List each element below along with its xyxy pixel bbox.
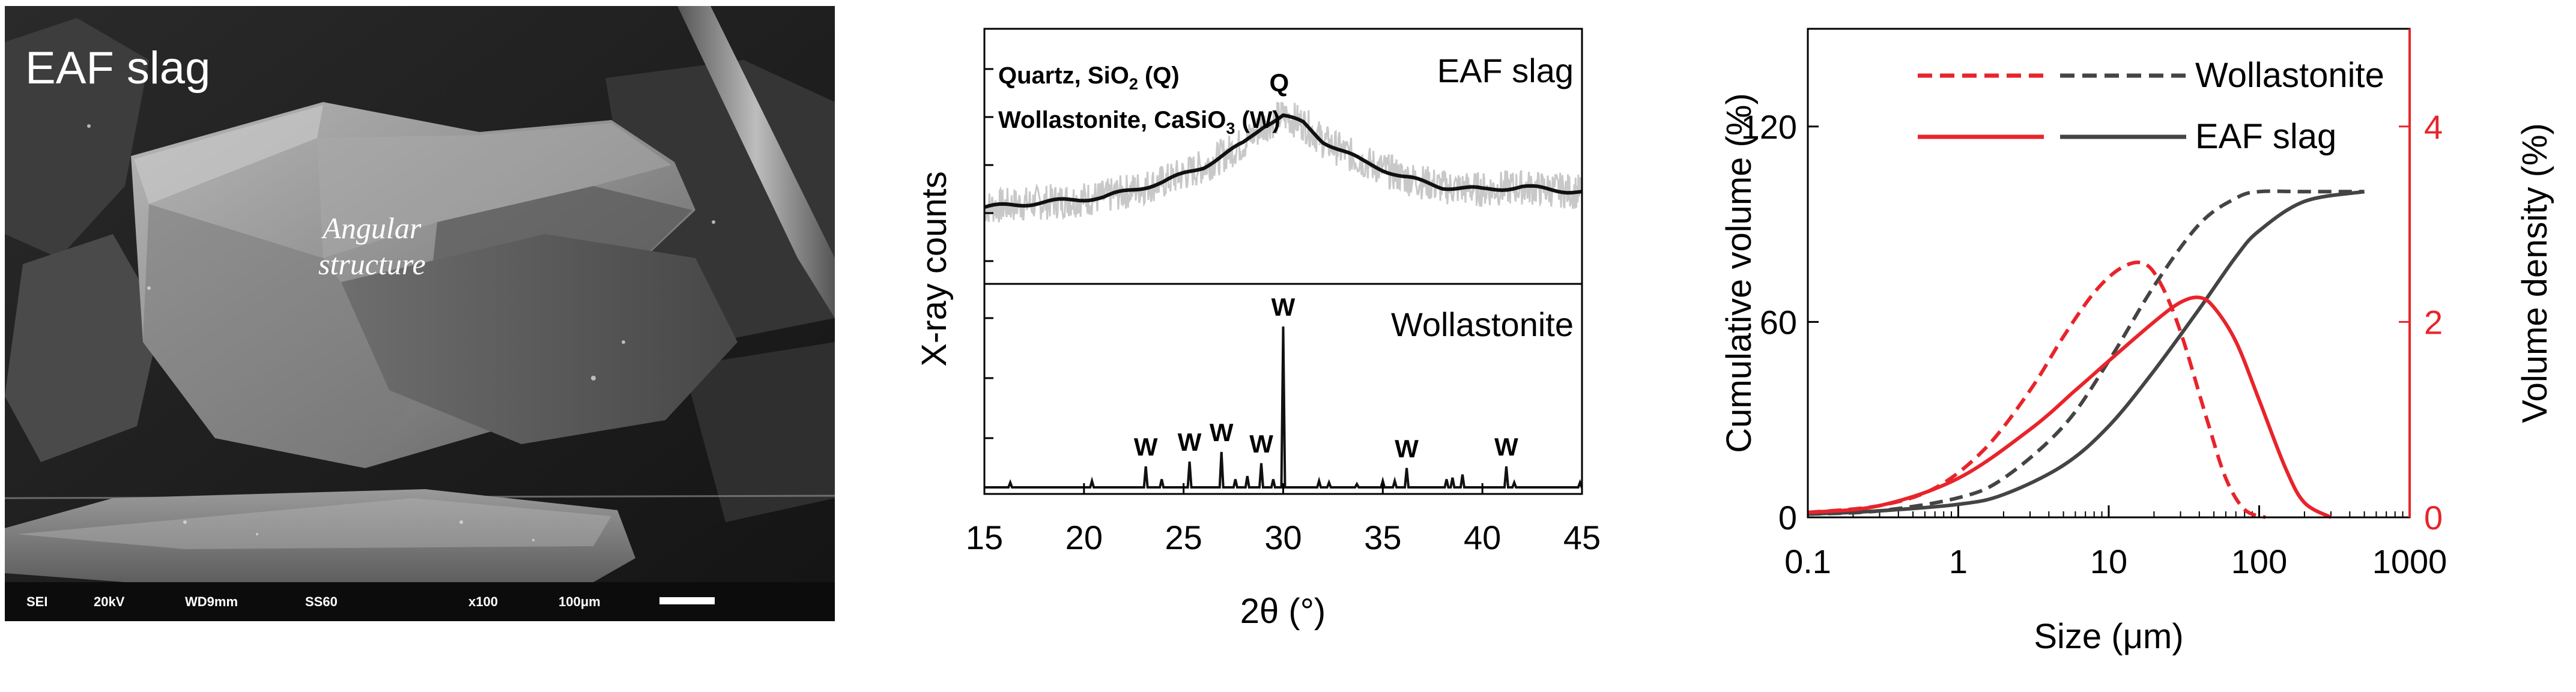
xrd-x-tick-label-6: 45 <box>1563 519 1601 556</box>
psd-x-tick-label-4: 1000 <box>2372 543 2447 580</box>
xrd-bottom-frame <box>983 283 1583 495</box>
annotation-line-1: Angular <box>323 211 422 245</box>
xrd-panel: Q W W W W W W W 15 20 25 30 35 40 45 EAF slag Wollasto… <box>889 0 1670 689</box>
psd-left-axis-label: Cumulative volume (%) <box>1720 93 1759 453</box>
xrd-wollastonite-peak-label-3: W <box>1249 430 1273 458</box>
sem-label: EAF slag <box>25 43 211 94</box>
xrd-wollastonite-peak-label-2: W <box>1210 418 1234 447</box>
sem-info-mode: SEI <box>26 594 48 609</box>
psd-right-y-tick-label-2: 4 <box>2424 108 2443 146</box>
psd-frame <box>1807 28 2411 519</box>
xrd-top-panel-label: EAF slag <box>1437 52 1574 89</box>
xrd-legend-quartz: Quartz, SiO2 (Q) <box>998 62 1180 93</box>
psd-wollastonite-cumulative-line <box>1807 189 2365 516</box>
xrd-x-tick-label-1: 20 <box>1065 519 1103 556</box>
xrd-eaf-smoothed-trace <box>984 113 1583 209</box>
xrd-bottom-panel-label: Wollastonite <box>1391 305 1574 343</box>
xrd-eaf-peak-label-0: Q <box>1270 69 1290 97</box>
psd-left-y-tick-label-1: 60 <box>1760 303 1797 341</box>
legend-wollastonite-label: Wollastonite <box>2195 56 2384 95</box>
psd-panel: 0.1 1 10 100 1000 0 60 120 0 2 4 Wollastonite EAF … <box>1706 0 2576 689</box>
xrd-x-tick-label-0: 15 <box>966 519 1003 556</box>
sem-panel: EAF slag Angular structure SEI 20kV WD9m… <box>4 6 835 621</box>
xrd-x-tick-label-4: 35 <box>1364 519 1401 556</box>
xrd-chart: QW W W WWW W15 20 25 30 35 40 45 EAF slag Wollasto… <box>915 28 1601 631</box>
psd-eaf-slag-cumulative-line <box>1807 190 2365 516</box>
scale-bar <box>659 597 715 604</box>
xrd-wollastonite-trace <box>984 326 1583 489</box>
xrd-x-tick-label-2: 25 <box>1165 519 1202 556</box>
sem-info-scale: 100μm <box>559 594 601 609</box>
sem-info-bar: SEI 20kV WD9mm SS60 x100 100μm <box>5 583 835 619</box>
xrd-wollastonite-peak-label-1: W <box>1178 428 1202 456</box>
xrd-x-axis-unit: (°) <box>1288 592 1326 631</box>
sem-image <box>4 6 835 621</box>
psd-wollastonite-density-line <box>1807 260 2266 519</box>
psd-right-axis-label: Volume density (%) <box>2515 123 2554 423</box>
xrd-y-axis-label: X-ray counts <box>915 171 954 367</box>
xrd-wollastonite-peak-label-0: W <box>1134 433 1158 461</box>
sem-info-ss: SS60 <box>305 594 338 609</box>
psd-x-tick-label-0: 0.1 <box>1784 543 1831 580</box>
annotation-line-2: structure <box>318 247 426 281</box>
legend-quartz-name: Quartz, SiO <box>998 62 1129 89</box>
xrd-eaf-raw-trace <box>983 101 1583 223</box>
psd-eaf-slag-density-line <box>1807 295 2332 519</box>
psd-left-y-tick-label-2: 120 <box>1741 108 1797 146</box>
xrd-x-axis-label: 2θ (°) <box>1240 592 1326 631</box>
xrd-legend-wollastonite: Wollastonite, CaSiO3 (W) <box>998 107 1280 137</box>
legend-quartz-tail: (Q) <box>1138 62 1180 89</box>
sem-info-wd: WD9mm <box>185 594 238 609</box>
legend-wollastonite-sub: 3 <box>1226 119 1235 137</box>
sem-info-voltage: 20kV <box>94 594 125 609</box>
legend-wollastonite-name: Wollastonite, CaSiO <box>998 107 1226 133</box>
psd-right-y-tick-label-1: 2 <box>2424 303 2443 341</box>
xrd-wollastonite-peak-label-6: W <box>1494 433 1518 461</box>
psd-left-y-tick-label-0: 0 <box>1778 499 1797 537</box>
psd-chart: 0.1 1 10 100 1000 0 60 120 0 2 4 Wollastonite EAF … <box>1720 28 2554 656</box>
psd-x-tick-label-3: 100 <box>2231 543 2287 580</box>
psd-x-axis-label: Size (μm) <box>2034 617 2183 656</box>
psd-x-tick-label-2: 10 <box>2090 543 2127 580</box>
xrd-wollastonite-peak-label-4: W <box>1271 293 1296 321</box>
legend-wollastonite-tail: (W) <box>1235 107 1280 133</box>
xrd-x-axis-symbol: 2θ <box>1240 592 1279 631</box>
psd-legend: Wollastonite EAF slag <box>1918 56 2384 156</box>
sem-info-mag: x100 <box>468 594 498 609</box>
psd-right-y-tick-label-0: 0 <box>2424 499 2443 537</box>
xrd-wollastonite-peak-label-5: W <box>1395 435 1419 463</box>
sem-annotation: Angular structure <box>318 210 426 282</box>
legend-quartz-sub: 2 <box>1129 75 1138 93</box>
legend-eaf-label: EAF slag <box>2195 117 2336 156</box>
xrd-x-tick-label-3: 30 <box>1264 519 1302 556</box>
xrd-x-tick-label-5: 40 <box>1464 519 1501 556</box>
psd-x-tick-label-1: 1 <box>1949 543 1968 580</box>
